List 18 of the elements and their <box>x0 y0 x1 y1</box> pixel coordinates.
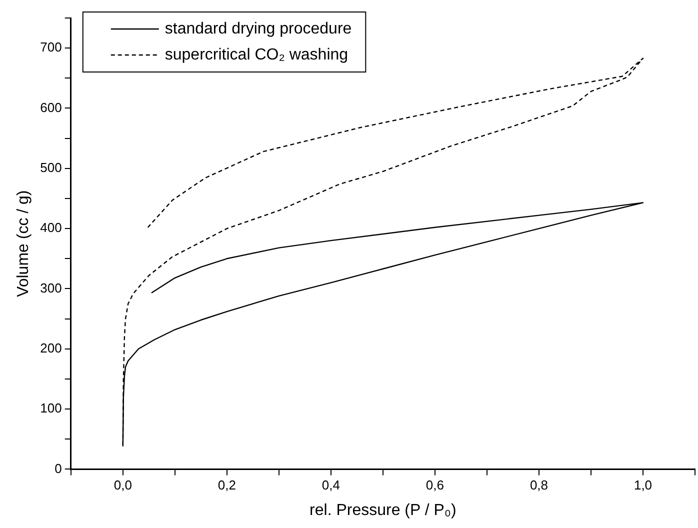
legend-label: supercritical CO₂ washing <box>164 46 348 64</box>
x-tick-label: 0,6 <box>426 478 444 493</box>
x-tick-label: 0,0 <box>114 478 132 493</box>
y-tick-label: 600 <box>40 100 62 115</box>
x-axis-title: rel. Pressure (P / P₀) <box>310 502 456 519</box>
legend-label: standard drying procedure <box>164 20 352 38</box>
y-tick-label: 100 <box>40 400 62 416</box>
y-tick-label: 700 <box>40 40 62 55</box>
y-tick-label: 300 <box>40 280 62 296</box>
x-tick-label: 0,2 <box>218 478 236 493</box>
y-tick-label: 0 <box>54 460 62 476</box>
y-tick-label: 200 <box>40 340 62 356</box>
x-tick-label: 1,0 <box>634 478 652 493</box>
y-tick-label: 500 <box>40 160 62 175</box>
x-tick-label: 0,4 <box>322 478 340 493</box>
y-axis-title: Volume (cc / g) <box>15 190 32 297</box>
y-tick-label: 400 <box>40 220 62 236</box>
x-tick-label: 0,8 <box>530 478 548 493</box>
